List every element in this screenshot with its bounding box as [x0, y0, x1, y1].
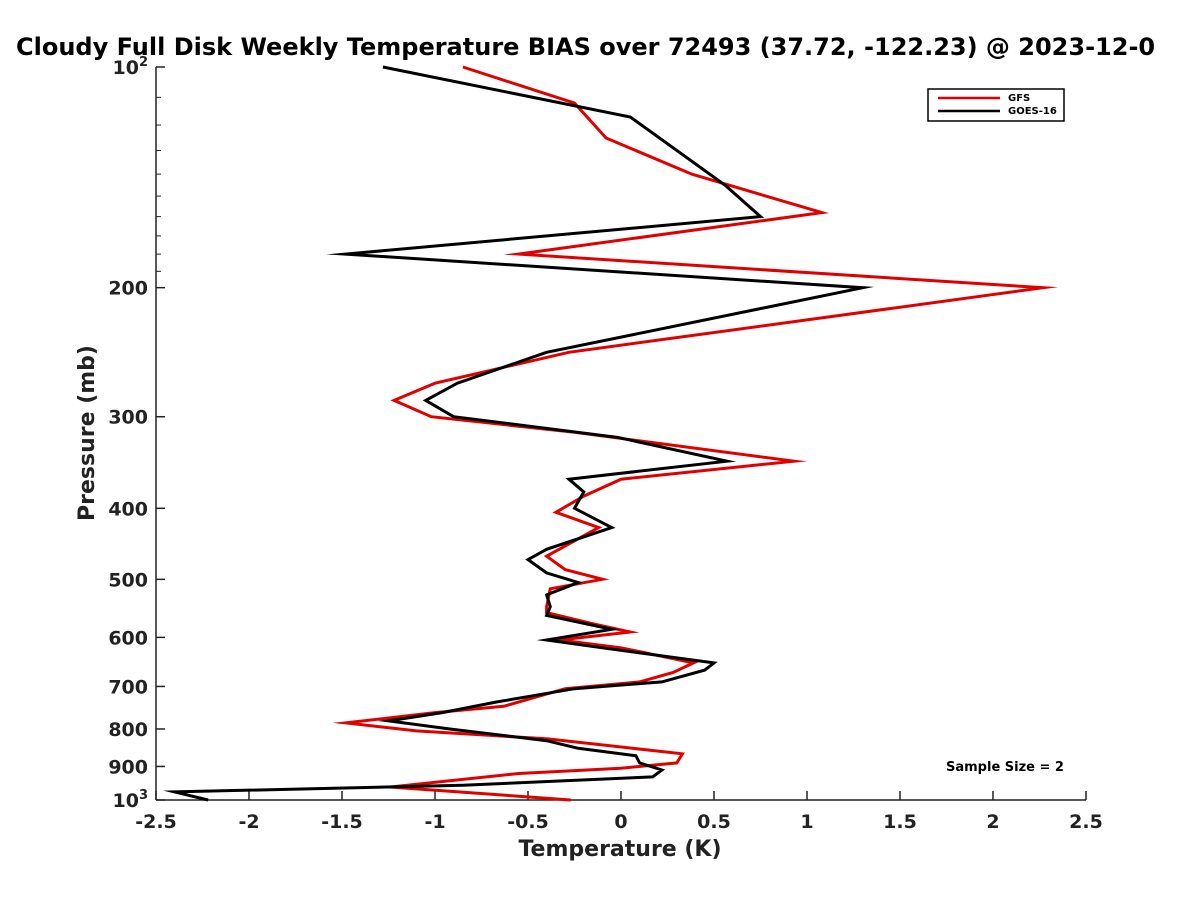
x-axis: -2.5 -2 -1.5 -1 -0.5 0 0.5 1 1.5 2 2.5: [135, 791, 1103, 833]
x-tick-label: 1: [800, 811, 813, 833]
x-tick-label: -2: [238, 811, 259, 833]
sample-size-annotation: Sample Size = 2: [946, 760, 1064, 775]
y-axis-label: Pressure (mb): [75, 345, 100, 521]
y-tick-label: 102: [113, 55, 149, 79]
y-tick-label: 400: [108, 498, 148, 520]
y-tick-label: 900: [108, 756, 148, 778]
y-tick-label: 600: [108, 627, 148, 649]
x-tick-label: -1: [424, 811, 445, 833]
y-tick-label: 700: [108, 676, 148, 698]
series-layer: [163, 65, 1059, 802]
y-tick-label: 200: [108, 278, 148, 300]
x-tick-label: -2.5: [135, 811, 177, 833]
x-tick-label: 2.5: [1069, 811, 1103, 833]
x-tick-label: 1.5: [883, 811, 917, 833]
x-tick-label: 2: [986, 811, 999, 833]
y-tick-label: 800: [108, 719, 148, 741]
x-axis-label: Temperature (K): [518, 837, 721, 862]
legend-label-gfs: GFS: [1008, 93, 1030, 104]
y-tick-label: 300: [108, 407, 148, 429]
legend: GFS GOES-16: [927, 88, 1065, 122]
legend-label-goes-16: GOES-16: [1008, 106, 1057, 117]
x-tick-label: -0.5: [507, 811, 549, 833]
chart-title: Cloudy Full Disk Weekly Temperature BIAS…: [16, 33, 1155, 61]
legend-box: [927, 88, 1065, 122]
x-tick-label: 0.5: [697, 811, 731, 833]
y-tick-label: 500: [108, 569, 148, 591]
x-tick-label: 0: [614, 811, 627, 833]
y-tick-label: 103: [113, 788, 149, 812]
x-tick-label: -1.5: [321, 811, 363, 833]
y-axis: 102 200 300 400 500 600 700 800 900 103: [108, 55, 165, 812]
series-line-goes-16: [163, 65, 875, 802]
